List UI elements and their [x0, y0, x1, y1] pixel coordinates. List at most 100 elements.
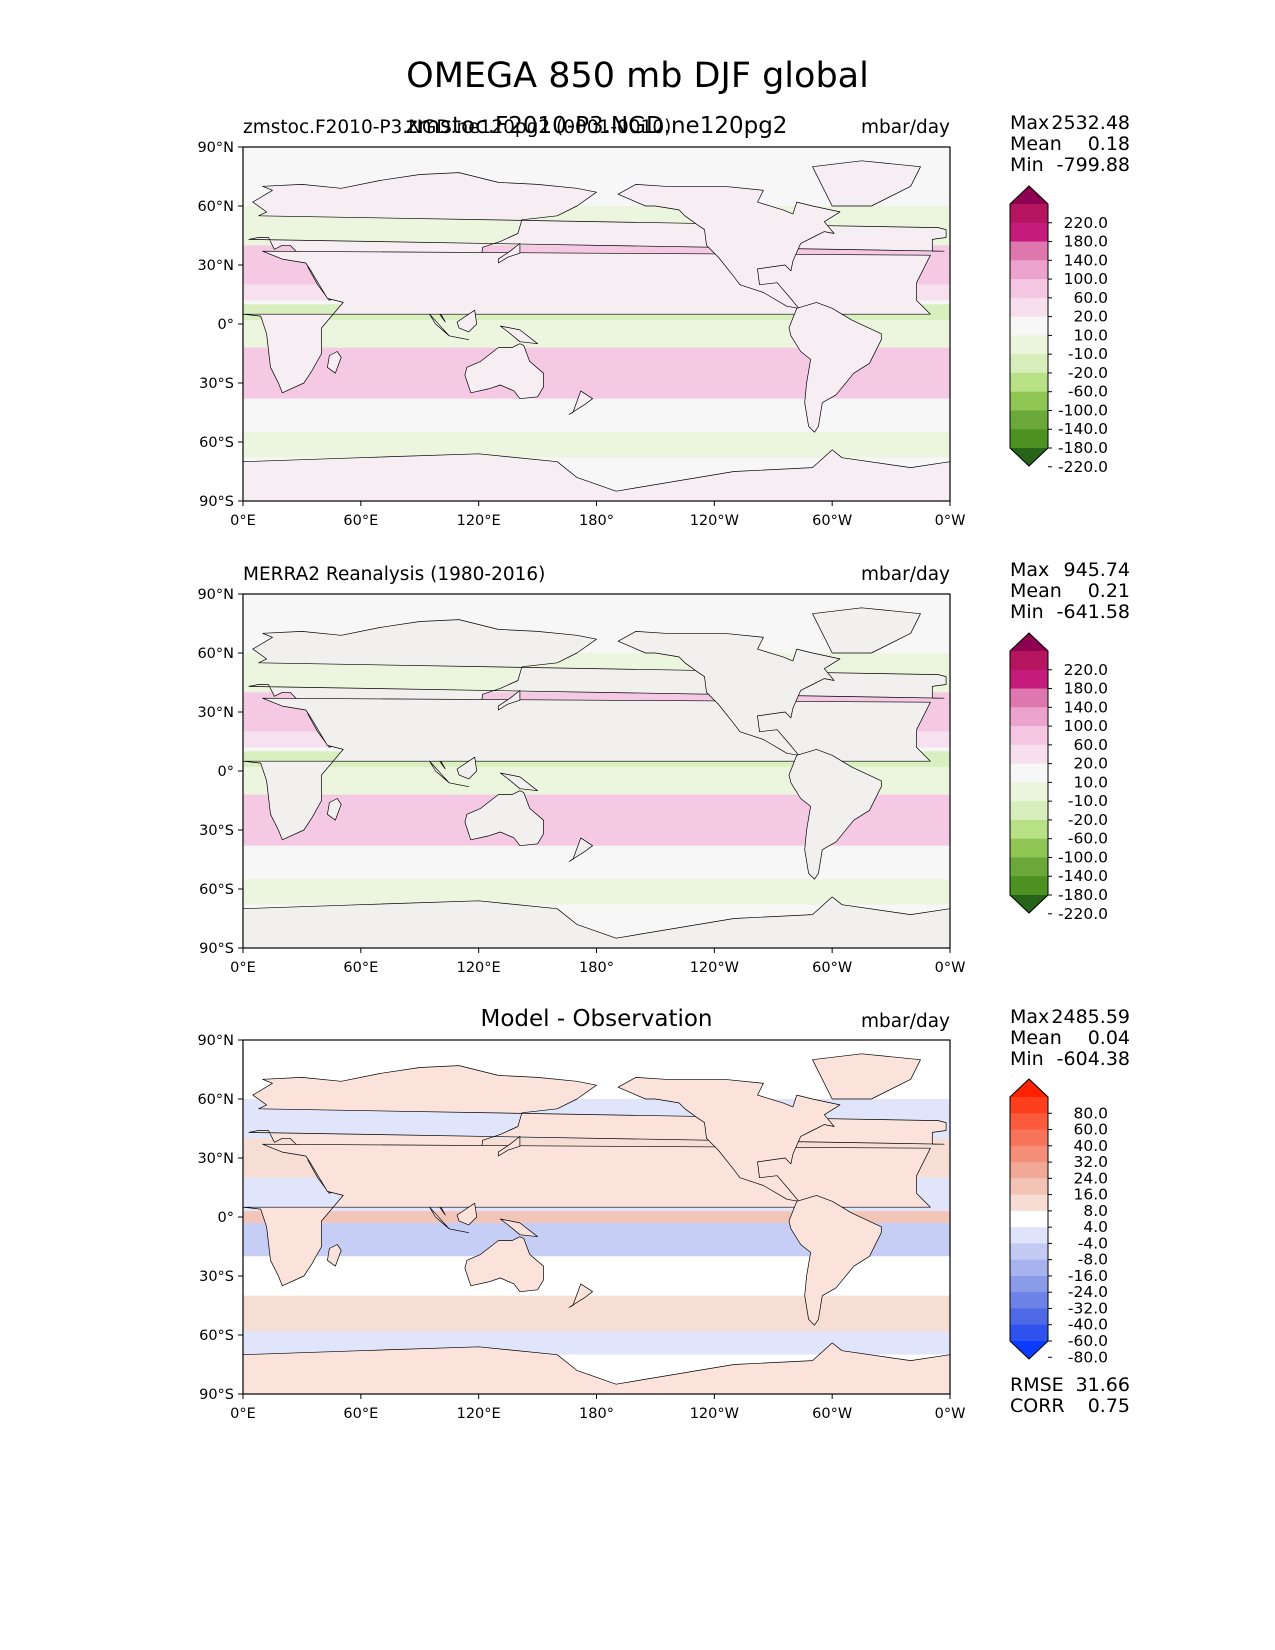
colorbar-segment [1010, 1292, 1048, 1309]
panel3-min-value: -604.38 [1056, 1048, 1130, 1070]
x-tick-label: 60°W [812, 960, 852, 976]
coastline [456, 1202, 478, 1226]
coastline [617, 1077, 841, 1202]
coastline [788, 1195, 882, 1326]
colorbar-segment [1010, 429, 1048, 449]
field-band [243, 432, 950, 458]
colorbar-segment [1010, 372, 1048, 393]
y-tick-label: 30°N [197, 1151, 234, 1167]
coastline [464, 790, 544, 847]
x-tick-label: 0°W [935, 960, 966, 976]
colorbar-segment [1010, 1129, 1048, 1147]
coastline [448, 782, 470, 788]
colorbar-tick-label: -10.0 [1068, 792, 1108, 810]
y-tick-label: 0° [218, 1210, 234, 1226]
colorbar-segment [1010, 876, 1048, 896]
panel3-max-value: 2485.59 [1051, 1006, 1130, 1028]
panel2-min-label: Min [1010, 601, 1044, 623]
y-tick-label: 60°N [197, 646, 234, 662]
colorbar-extend-max [1010, 1079, 1048, 1097]
panel1-max-label: Max [1010, 112, 1050, 134]
map-panel-3: 0°E 60°E 120°E 180° 120°W 60°W 0°W 90°N 60°N 30°N… [197, 1033, 965, 1422]
colorbar-segment [1010, 354, 1048, 374]
colorbar-segment [1010, 726, 1048, 746]
coastline [327, 1244, 342, 1267]
colorbar-segment [1010, 669, 1048, 690]
colorbar-tick-label: -60.0 [1068, 830, 1108, 848]
y-tick-label: 60°S [199, 1328, 234, 1344]
colorbar-tick-label: 20.0 [1073, 308, 1108, 326]
panel3-mean-label: Mean [1010, 1027, 1062, 1049]
y-tick-label: 90°S [199, 941, 234, 957]
colorbar-tick-label: -24.0 [1068, 1283, 1108, 1301]
colorbar-tick-label: 10.0 [1073, 773, 1108, 791]
y-tick-label: 90°N [197, 587, 234, 603]
field-band [243, 1211, 950, 1223]
colorbar-segment [1010, 1162, 1048, 1179]
panel1-mean-label: Mean [1010, 133, 1062, 155]
panel2-title-left: MERRA2 Reanalysis (1980-2016) [243, 564, 546, 585]
colorbar-tick-label: 60.0 [1073, 1121, 1108, 1139]
colorbar-tick-label: 8.0 [1083, 1202, 1108, 1220]
colorbar-tick-label: -100.0 [1058, 848, 1108, 866]
colorbar-segment [1010, 782, 1048, 802]
coastline [464, 343, 544, 400]
y-tick-label: 60°S [199, 435, 234, 451]
coastline [429, 1206, 450, 1230]
colorbar-tick-label: 100.0 [1064, 717, 1108, 735]
y-tick-label: 30°S [199, 1269, 234, 1285]
colorbar-segment [1010, 707, 1048, 727]
colorbar-segment [1010, 279, 1048, 299]
y-tick-label: 90°S [199, 494, 234, 510]
panel3-rmse-label: RMSE [1010, 1374, 1064, 1396]
coastline [327, 351, 342, 374]
coastline [429, 760, 450, 784]
colorbar-segment [1010, 857, 1048, 877]
x-tick-label: 120°W [690, 960, 739, 976]
x-tick-label: 180° [579, 960, 614, 976]
panel3-max-label: Max [1010, 1006, 1050, 1028]
colorbar-segment [1010, 744, 1048, 765]
colorbar-tick-label: -10.0 [1068, 345, 1108, 363]
panel1-min-label: Min [1010, 154, 1044, 176]
x-tick-label: 0°E [230, 960, 256, 976]
field-band [243, 398, 950, 433]
colorbar-segment [1010, 763, 1048, 783]
colorbar-tick-label: -180.0 [1058, 439, 1108, 457]
x-tick-label: 0°E [230, 513, 256, 529]
coastline [497, 1136, 521, 1157]
colorbar-tick-label: -140.0 [1058, 867, 1108, 885]
colorbar-tick-label: -220.0 [1058, 458, 1108, 476]
x-tick-label: 120°E [457, 960, 501, 976]
colorbar-tick-label: -220.0 [1058, 905, 1108, 923]
colorbar-extend-min [1010, 448, 1048, 466]
colorbar-segment [1010, 241, 1048, 261]
panel1-title-left: zmstoc.F2010-P3.NGD.ne120pg2 (0001-0010) [243, 117, 672, 138]
coastline [788, 749, 882, 880]
panel3-rmse-value: 31.66 [1075, 1374, 1130, 1396]
colorbar-segment [1010, 1097, 1048, 1114]
coastline [568, 390, 593, 415]
coastline [448, 335, 470, 341]
colorbar-extend-max [1010, 633, 1048, 651]
colorbar-segment [1010, 1210, 1048, 1228]
x-tick-label: 60°W [812, 513, 852, 529]
coastline [812, 160, 921, 207]
colorbar-tick-label: 220.0 [1064, 214, 1108, 232]
colorbar-tick-label: 60.0 [1073, 289, 1108, 307]
coastline [499, 772, 538, 792]
y-tick-label: 0° [218, 317, 234, 333]
x-tick-label: 180° [579, 513, 614, 529]
panel1-min-value: -799.88 [1056, 154, 1130, 176]
panel3-corr-label: CORR [1010, 1395, 1065, 1417]
coastline [327, 798, 342, 821]
colorbar-tick-label: 4.0 [1083, 1218, 1108, 1236]
colorbar-1: 220.0180.0140.0100.060.020.010.0-10.0-20… [1009, 185, 1108, 476]
x-tick-label: 0°E [230, 1406, 256, 1422]
colorbar-3: 80.060.040.032.024.016.08.04.0-4.0-8.0-1… [1009, 1078, 1108, 1366]
colorbar-extend-min [1010, 895, 1048, 913]
colorbar-tick-label: 60.0 [1073, 736, 1108, 754]
colorbar-tick-label: -60.0 [1068, 1332, 1108, 1350]
colorbar-2: 220.0180.0140.0100.060.020.010.0-10.0-20… [1009, 632, 1108, 923]
